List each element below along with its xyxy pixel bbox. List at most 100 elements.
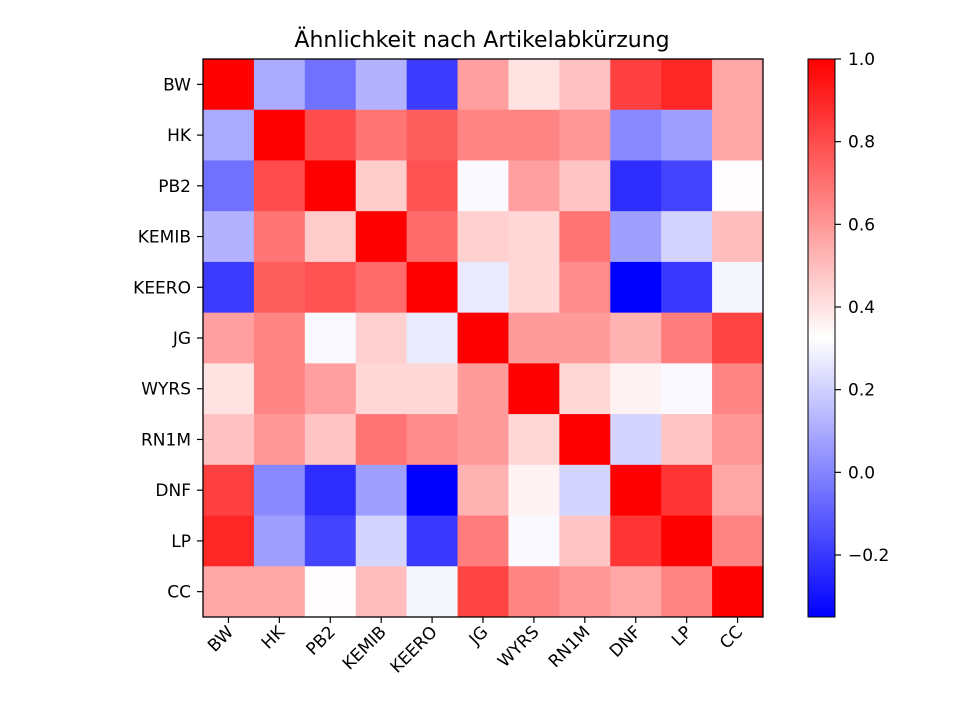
y-tick-label: BW [163, 75, 191, 95]
heatmap-cell-RN1M-KEERO [406, 414, 459, 466]
x-tick-label: BW [204, 622, 238, 656]
heatmap-cell-KEMIB-WYRS [508, 211, 560, 263]
heatmap-cell-RN1M-KEMIB [355, 414, 408, 466]
heatmap-cell-RN1M-WYRS [508, 414, 560, 466]
colorbar-tick-label: 0.0 [848, 463, 875, 483]
heatmap-cell-KEERO-HK [253, 261, 306, 314]
colorbar-tick-label: 0.4 [848, 298, 875, 318]
heatmap-cell-DNF-LP [661, 464, 713, 517]
y-tick-label: KEMIB [138, 228, 191, 248]
heatmap-cell-HK-KEMIB [355, 109, 408, 161]
heatmap-cell-CC-CC [712, 566, 764, 618]
heatmap-cell-KEERO-DNF [610, 261, 662, 314]
heatmap-cell-CC-BW [203, 566, 255, 618]
heatmap-cells [203, 59, 764, 618]
heatmap-cell-BW-CC [712, 59, 764, 111]
heatmap-cell-WYRS-KEERO [406, 363, 459, 415]
heatmap-cell-LP-PB2 [304, 515, 357, 567]
heatmap-cell-BW-LP [661, 59, 713, 111]
y-tick-label: KEERO [133, 278, 191, 298]
heatmap-cell-CC-DNF [610, 566, 662, 618]
x-tick-label: HK [258, 622, 290, 654]
heatmap-cell-LP-RN1M [559, 515, 611, 567]
heatmap-cell-WYRS-RN1M [559, 363, 611, 415]
heatmap-cell-KEERO-PB2 [304, 261, 357, 314]
heatmap-cell-CC-KEMIB [355, 566, 408, 618]
y-axis: BW HK PB2 KEMIB KEERO JG WYRS RN1M DNF LP CC [133, 75, 203, 603]
y-tick-label: DNF [155, 481, 191, 501]
heatmap-cell-DNF-WYRS [508, 464, 560, 517]
heatmap-cell-KEERO-CC [712, 261, 764, 314]
heatmap-cell-HK-JG [457, 109, 509, 161]
heatmap-cell-HK-CC [712, 109, 764, 161]
heatmap-cell-LP-CC [712, 515, 764, 567]
heatmap-cell-WYRS-DNF [610, 363, 662, 415]
heatmap-cell-JG-DNF [610, 312, 662, 364]
heatmap-cell-DNF-RN1M [559, 464, 611, 517]
heatmap-cell-JG-KEERO [406, 312, 459, 364]
heatmap-cell-KEMIB-CC [712, 211, 764, 263]
heatmap-cell-JG-JG [457, 312, 509, 364]
heatmap-cell-BW-WYRS [508, 59, 560, 111]
heatmap-cell-RN1M-HK [253, 414, 306, 466]
heatmap-cell-LP-JG [457, 515, 509, 567]
heatmap-cell-KEMIB-KEERO [406, 211, 459, 263]
heatmap-cell-RN1M-JG [457, 414, 509, 466]
colorbar-tick-label: 1.0 [848, 50, 875, 70]
chart-title: Ähnlichkeit nach Artikelabkürzung [294, 27, 669, 53]
y-tick-label: RN1M [141, 430, 191, 450]
heatmap-cell-LP-KEMIB [355, 515, 408, 567]
heatmap-cell-WYRS-WYRS [508, 363, 560, 415]
colorbar-tick-label: 0.6 [848, 215, 875, 235]
heatmap-cell-DNF-HK [253, 464, 306, 517]
heatmap-cell-RN1M-PB2 [304, 414, 357, 466]
heatmap-cell-PB2-LP [661, 160, 713, 212]
heatmap-cell-JG-KEMIB [355, 312, 408, 364]
x-tick-label: KEMIB [339, 622, 391, 674]
heatmap-cell-PB2-KEMIB [355, 160, 408, 212]
heatmap-cell-JG-HK [253, 312, 306, 364]
heatmap-cell-DNF-KEERO [406, 464, 459, 517]
heatmap-cell-DNF-JG [457, 464, 509, 517]
heatmap-cell-WYRS-BW [203, 363, 255, 415]
heatmap-cell-BW-KEERO [406, 59, 459, 111]
heatmap-cell-KEMIB-KEMIB [355, 211, 408, 263]
heatmap-cell-CC-KEERO [406, 566, 459, 618]
heatmap-cell-WYRS-CC [712, 363, 764, 415]
heatmap-cell-CC-LP [661, 566, 713, 618]
heatmap-cell-PB2-HK [253, 160, 306, 212]
heatmap-cell-KEERO-WYRS [508, 261, 560, 314]
heatmap-cell-PB2-DNF [610, 160, 662, 212]
heatmap-cell-BW-BW [203, 59, 255, 111]
heatmap-cell-JG-PB2 [304, 312, 357, 364]
y-tick-label: WYRS [141, 380, 191, 400]
x-tick-label: CC [716, 622, 747, 653]
colorbar-tick-label: −0.2 [848, 546, 889, 566]
heatmap-cell-BW-RN1M [559, 59, 611, 111]
heatmap-cell-HK-PB2 [304, 109, 357, 161]
heatmap-cell-KEMIB-JG [457, 211, 509, 263]
heatmap-cell-KEMIB-RN1M [559, 211, 611, 263]
heatmap-cell-KEMIB-DNF [610, 211, 662, 263]
x-tick-label: DNF [606, 622, 645, 661]
heatmap-cell-LP-HK [253, 515, 306, 567]
heatmap-cell-PB2-JG [457, 160, 509, 212]
heatmap-cell-CC-PB2 [304, 566, 357, 618]
heatmap-cell-LP-KEERO [406, 515, 459, 567]
heatmap-cell-HK-LP [661, 109, 713, 161]
heatmap-cell-BW-DNF [610, 59, 662, 111]
heatmap-cell-WYRS-HK [253, 363, 306, 415]
heatmap-cell-KEERO-JG [457, 261, 509, 314]
x-tick-label: KEERO [387, 622, 442, 677]
heatmap-cell-KEERO-LP [661, 261, 713, 314]
heatmap-cell-LP-LP [661, 515, 713, 567]
heatmap-cell-HK-DNF [610, 109, 662, 161]
heatmap-cell-JG-BW [203, 312, 255, 364]
colorbar [807, 58, 836, 618]
heatmap-cell-DNF-CC [712, 464, 764, 517]
heatmap-cell-KEMIB-PB2 [304, 211, 357, 263]
heatmap-cell-KEERO-RN1M [559, 261, 611, 314]
heatmap-cell-DNF-BW [203, 464, 255, 517]
heatmap-cell-JG-CC [712, 312, 764, 364]
